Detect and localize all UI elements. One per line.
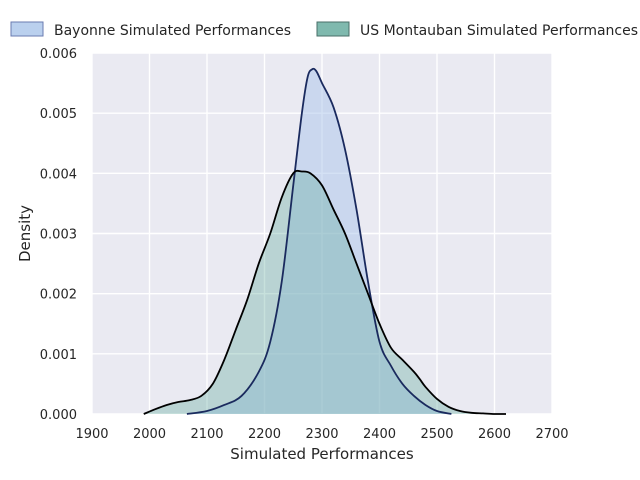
x-tick-label: 2100 <box>190 427 223 442</box>
y-tick-label: 0.005 <box>40 107 77 122</box>
x-tick-label: 2300 <box>305 427 338 442</box>
x-tick-label: 2700 <box>535 427 568 442</box>
y-tick-label: 0.004 <box>40 167 77 182</box>
legend-label-bayonne: Bayonne Simulated Performances <box>54 23 291 39</box>
y-tick-label: 0.002 <box>40 288 77 303</box>
x-tick-label: 2000 <box>133 427 166 442</box>
x-tick-label: 1900 <box>75 427 108 442</box>
x-tick-label: 2500 <box>420 427 453 442</box>
legend: Bayonne Simulated Performances US Montau… <box>11 22 638 39</box>
legend-swatch-bayonne <box>11 22 43 36</box>
y-axis-ticks: 0.000 0.001 0.002 0.003 0.004 0.005 0.006 <box>40 47 77 423</box>
y-tick-label: 0.006 <box>40 47 77 62</box>
x-axis-ticks: 1900 2000 2100 2200 2300 2400 2500 2600 2700 <box>75 427 568 442</box>
y-tick-label: 0.000 <box>40 408 77 423</box>
x-tick-label: 2200 <box>248 427 281 442</box>
legend-label-us-montauban: US Montauban Simulated Performances <box>360 23 638 39</box>
x-tick-label: 2600 <box>478 427 511 442</box>
x-axis-label: Simulated Performances <box>230 445 414 463</box>
y-axis-label: Density <box>16 205 34 262</box>
legend-swatch-us-montauban <box>317 22 349 36</box>
y-tick-label: 0.003 <box>40 228 77 243</box>
x-tick-label: 2400 <box>363 427 396 442</box>
y-tick-label: 0.001 <box>40 348 77 363</box>
